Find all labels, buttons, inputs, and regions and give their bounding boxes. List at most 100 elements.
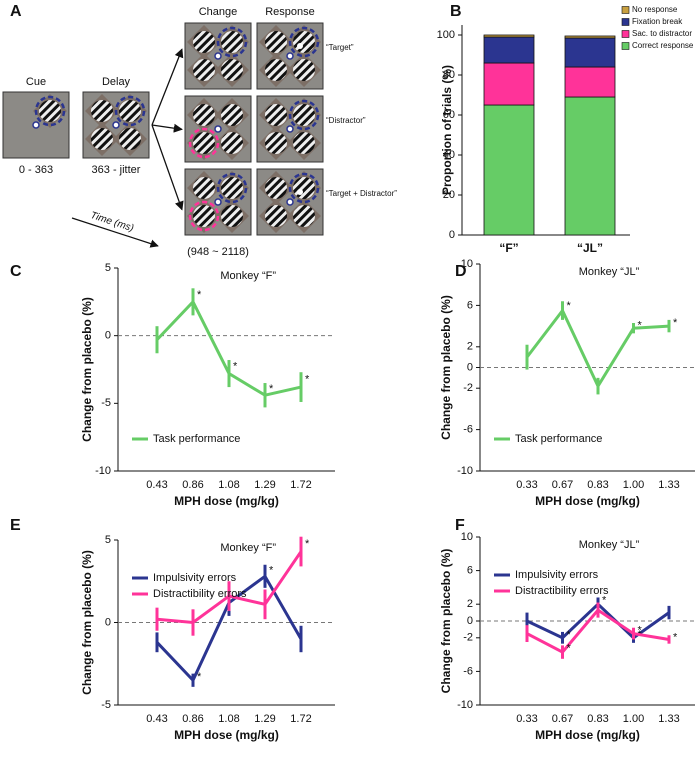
fixation-point [214,52,222,60]
legend-label: Correct response [632,41,694,50]
y-tick-label: -10 [457,699,473,711]
x-axis-label: MPH dose (mg/kg) [535,494,640,508]
significance-mark: * [233,361,238,373]
fixation-point [214,198,222,206]
x-tick-label: 1.29 [254,479,275,491]
x-tick-label: 1.72 [290,479,311,491]
target-marker [216,26,248,58]
bar-segment [483,34,535,38]
y-axis-label: Change from placebo (%) [439,295,453,440]
condition-label: “Distractor” [326,116,366,125]
y-tick-label: 20 [443,189,455,201]
legend-label: Impulsivity errors [515,569,599,581]
y-tick-label: 6 [467,565,473,577]
legend-swatch [621,18,630,26]
y-axis-label: Change from placebo (%) [439,549,453,694]
x-tick-label: “JL” [577,241,603,255]
fixation-point [286,125,294,133]
x-tick-label: 0.83 [587,713,608,725]
grating [91,100,113,122]
y-tick-label: 2 [467,598,473,610]
y-tick-label: -5 [101,699,111,711]
significance-mark: * [567,643,572,655]
legend-label: Impulsivity errors [153,572,237,584]
panel-label: E [10,517,21,534]
grating [221,104,243,126]
grating [265,177,287,199]
legend-swatch [621,30,630,38]
significance-mark: * [602,595,607,607]
y-tick-label: 6 [467,299,473,311]
grating [193,132,215,154]
x-tick-label: 1.08 [218,479,239,491]
grating [265,132,287,154]
bar-segment [483,104,535,236]
x-tick-label: 0.43 [146,479,167,491]
target-marker [288,99,320,131]
y-axis-label: Change from placebo (%) [80,297,94,442]
grating [221,132,243,154]
bar-segment [483,62,535,106]
grating [293,177,315,199]
bar-segment [564,96,616,236]
grating [119,100,141,122]
target-marker [288,172,320,204]
y-tick-label: 0 [449,229,455,241]
y-tick-label: -6 [463,424,473,436]
x-tick-label: 0.83 [587,479,608,491]
x-tick-label: 0.86 [182,479,203,491]
y-tick-label: 0 [467,615,473,627]
panel-label: C [10,263,22,280]
stage-caption: (948 ~ 2118) [187,246,249,258]
significance-mark: * [567,300,572,312]
grating [193,59,215,81]
stage-title: Delay [102,76,131,88]
bar-segment [564,66,616,98]
grating [119,128,141,150]
x-tick-label: 0.33 [516,713,537,725]
grating [293,31,315,53]
x-tick-label: 1.00 [623,479,644,491]
grating [265,205,287,227]
legend-label: Fixation break [632,17,683,26]
significance-mark: * [638,625,643,637]
y-tick-label: 80 [443,69,455,81]
fixation-point [112,121,120,129]
significance-mark: * [197,671,202,683]
flow-arrow [151,124,184,211]
y-tick-label: 2 [467,341,473,353]
panel-label: A [10,3,22,20]
significance-mark: * [305,538,310,550]
significance-mark: * [305,374,310,386]
y-tick-label: 10 [461,531,473,543]
distractor-marker [188,127,220,159]
chart-title: Monkey “F” [220,270,276,282]
grating [193,177,215,199]
significance-mark: * [638,319,643,331]
target-marker [216,172,248,204]
saccade-point [297,189,303,195]
y-tick-label: -10 [95,465,111,477]
stage-title: Cue [26,76,46,88]
saccade-point [297,43,303,49]
legend-label: Distractibility errors [515,585,609,597]
legend-label: Task performance [153,433,240,445]
grating [193,205,215,227]
grating [265,59,287,81]
significance-mark: * [269,564,274,576]
grating [265,104,287,126]
legend-swatch [621,6,630,14]
fixation-point [286,52,294,60]
x-tick-label: 0.33 [516,479,537,491]
x-tick-label: 0.67 [552,479,573,491]
y-tick-label: 0 [467,361,473,373]
grating [221,59,243,81]
y-tick-label: -10 [457,465,473,477]
y-tick-label: 5 [105,534,111,546]
condition-label: “Target” [326,43,354,52]
significance-mark: * [197,289,202,301]
grating [221,31,243,53]
grating [293,59,315,81]
significance-mark: * [673,631,678,643]
